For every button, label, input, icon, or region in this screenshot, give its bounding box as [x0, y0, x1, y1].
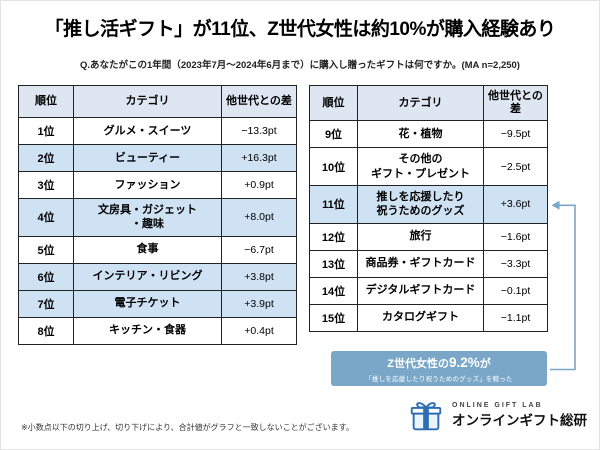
page-title: 「推し活ギフト」が11位、Z世代女性は約10%が購入経験あり	[44, 19, 556, 40]
survey-question: Q.あなたがこの1年間（2023年7月～2024年6月まで）に購入し贈ったギフト…	[80, 60, 520, 71]
logo-text: ONLINE GIFT LAB オンラインギフト総研	[452, 402, 587, 430]
diff-cell: −9.5pt	[483, 120, 548, 149]
table-row: 9位 花・植物 −9.5pt	[309, 120, 548, 149]
table-row: 5位 食事 −6.7pt	[18, 235, 297, 264]
table-row: 13位 商品券・ギフトカード −3.3pt	[309, 249, 548, 278]
category-cell: ファッション	[73, 171, 222, 199]
rank-cell: 3位	[18, 171, 74, 199]
table-row: 6位 インテリア・リビング +3.8pt	[18, 262, 297, 291]
table-row: 4位 文房具・ガジェット ・趣味 +8.0pt	[18, 198, 297, 237]
gift-box-icon	[410, 402, 442, 431]
diff-cell: +8.0pt	[221, 198, 297, 237]
table-row: 15位 カタログギフト −1.1pt	[309, 303, 548, 332]
diff-column-header: 他世代との差	[221, 85, 297, 118]
rank-cell: 10位	[309, 147, 358, 186]
rank-cell: 8位	[18, 316, 74, 345]
diff-column-header: 他世代との差	[483, 84, 548, 122]
diff-cell: −2.5pt	[483, 147, 548, 186]
diff-cell: −3.3pt	[483, 249, 548, 278]
category-cell: 花・植物	[357, 120, 484, 149]
category-cell: グルメ・スイーツ	[73, 117, 222, 145]
rank-cell: 9位	[309, 120, 358, 149]
diff-cell: +3.6pt	[483, 184, 548, 224]
diff-cell: +16.3pt	[221, 144, 297, 172]
rank-cell: 12位	[309, 222, 358, 251]
table-row: 12位 旅行 −1.6pt	[309, 222, 548, 251]
callout-sub-text: 「推しを応援したり祝うためのグッズ」を贈った	[365, 376, 513, 384]
diff-cell: −1.6pt	[483, 222, 548, 251]
diff-cell: −13.3pt	[221, 117, 297, 145]
category-cell: 旅行	[357, 222, 484, 251]
table-header-row: 順位 カテゴリ 他世代との差	[18, 85, 297, 118]
category-cell: その他の ギフト・プレゼント	[357, 147, 484, 186]
rank-cell: 13位	[309, 249, 358, 278]
diff-cell: +3.9pt	[221, 289, 297, 318]
rank-cell: 1位	[18, 117, 74, 145]
category-cell: インテリア・リビング	[73, 262, 222, 291]
category-cell: 文房具・ガジェット ・趣味	[73, 198, 222, 237]
category-cell: 推しを応援したり 祝うためのグッズ	[357, 184, 484, 224]
diff-cell: +0.9pt	[221, 171, 297, 199]
diff-cell: −1.1pt	[483, 303, 548, 332]
brand-logo: ONLINE GIFT LAB オンラインギフト総研	[407, 397, 587, 435]
rank-cell: 6位	[18, 262, 74, 291]
callout-box: Z世代女性の9.2%が 「推しを応援したり祝うためのグッズ」を贈った	[331, 351, 547, 386]
category-column-header: カテゴリ	[73, 85, 222, 118]
table-row: 14位 デジタルギフトカード −0.1pt	[309, 276, 548, 305]
rank-cell: 5位	[18, 235, 74, 264]
rank-cell: 15位	[309, 303, 358, 332]
ranking-table-right: 順位 カテゴリ 他世代との差 9位 花・植物 −9.5pt 10位 その他の ギフト・プ…	[309, 84, 548, 332]
rank-cell: 2位	[18, 144, 74, 172]
category-cell: デジタルギフトカード	[357, 276, 484, 305]
table-header-row: 順位 カテゴリ 他世代との差	[309, 84, 548, 122]
table-row: 2位 ビューティー +16.3pt	[18, 144, 297, 172]
category-cell: 食事	[73, 235, 222, 264]
category-cell: カタログギフト	[357, 303, 484, 332]
footnote: ※小数点以下の切り上げ、切り下げにより、合計値がグラフと一致しないことがございま…	[21, 423, 354, 432]
table-row: 3位 ファッション +0.9pt	[18, 171, 297, 199]
callout-suffix: が	[479, 358, 491, 370]
diff-cell: +3.8pt	[221, 262, 297, 291]
ranking-table-left: 順位 カテゴリ 他世代との差 1位 グルメ・スイーツ −13.3pt 2位 ビューティー…	[18, 85, 297, 345]
table-row: 7位 電子チケット +3.9pt	[18, 289, 297, 318]
callout-main-text: Z世代女性の9.2%が	[331, 355, 547, 371]
category-cell: 電子チケット	[73, 289, 222, 318]
rank-cell: 11位	[309, 184, 358, 224]
rank-cell: 4位	[18, 198, 74, 237]
rank-cell: 14位	[309, 276, 358, 305]
rank-column-header: 順位	[18, 85, 74, 118]
category-cell: ビューティー	[73, 144, 222, 172]
callout-prefix: Z世代女性の	[387, 358, 449, 370]
logo-name: ONLINE GIFT LAB	[452, 402, 543, 410]
table-row: 11位 推しを応援したり 祝うためのグッズ +3.6pt	[309, 184, 548, 224]
category-cell: キッチン・食器	[73, 316, 222, 345]
rank-cell: 7位	[18, 289, 74, 318]
table-row: 10位 その他の ギフト・プレゼント −2.5pt	[309, 147, 548, 186]
category-cell: 商品券・ギフトカード	[357, 249, 484, 278]
table-row: 8位 キッチン・食器 +0.4pt	[18, 316, 297, 345]
diff-cell: −6.7pt	[221, 235, 297, 264]
diff-cell: +0.4pt	[221, 316, 297, 345]
diff-cell: −0.1pt	[483, 276, 548, 305]
callout-value: 9.2%	[448, 355, 480, 370]
rank-column-header: 順位	[309, 84, 358, 122]
logo-subname: オンラインギフト総研	[452, 412, 587, 428]
table-row: 1位 グルメ・スイーツ −13.3pt	[18, 117, 297, 145]
category-column-header: カテゴリ	[357, 84, 484, 122]
